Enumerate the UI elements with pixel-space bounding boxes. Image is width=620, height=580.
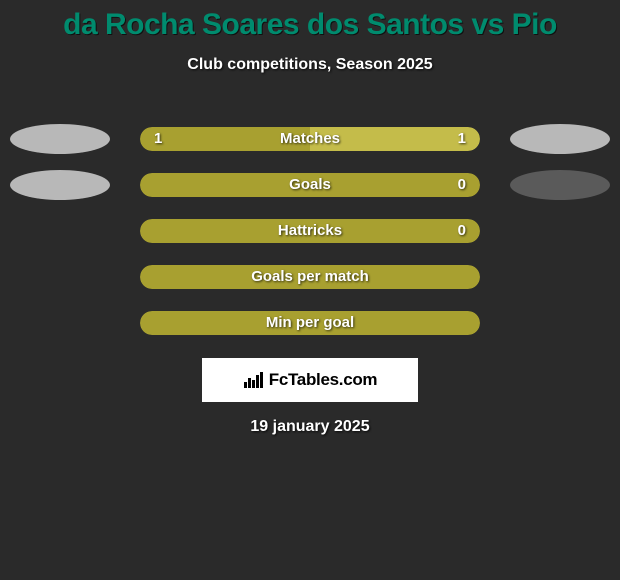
stat-bar: 11Matches [140, 127, 480, 151]
stat-bar: 0Hattricks [140, 219, 480, 243]
stat-label: Goals [140, 173, 480, 197]
photo-oval-left [10, 124, 110, 154]
stat-row: 0Goals [0, 162, 620, 208]
stat-label: Min per goal [140, 311, 480, 335]
stat-label: Matches [140, 127, 480, 151]
photo-oval-left [10, 170, 110, 200]
stat-row: Goals per match [0, 254, 620, 300]
stat-rows: 11Matches 0Goals 0Hattricks Goals per match… [0, 116, 620, 346]
stat-row: 0Hattricks [0, 208, 620, 254]
stat-label: Hattricks [140, 219, 480, 243]
stat-row: Min per goal [0, 300, 620, 346]
stat-label: Goals per match [140, 265, 480, 289]
subtitle: Club competitions, Season 2025 [0, 56, 620, 74]
comparison-card: da Rocha Soares dos Santos vs Pio Club c… [0, 0, 620, 580]
bars-icon [243, 371, 265, 389]
date: 19 january 2025 [0, 418, 620, 436]
stat-bar: Min per goal [140, 311, 480, 335]
photo-oval-right [510, 170, 610, 200]
photo-oval-right [510, 124, 610, 154]
brand-box[interactable]: FcTables.com [202, 358, 418, 402]
stat-bar: 0Goals [140, 173, 480, 197]
brand-text: FcTables.com [269, 370, 378, 390]
page-title: da Rocha Soares dos Santos vs Pio [0, 8, 620, 42]
stat-bar: Goals per match [140, 265, 480, 289]
stat-row: 11Matches [0, 116, 620, 162]
